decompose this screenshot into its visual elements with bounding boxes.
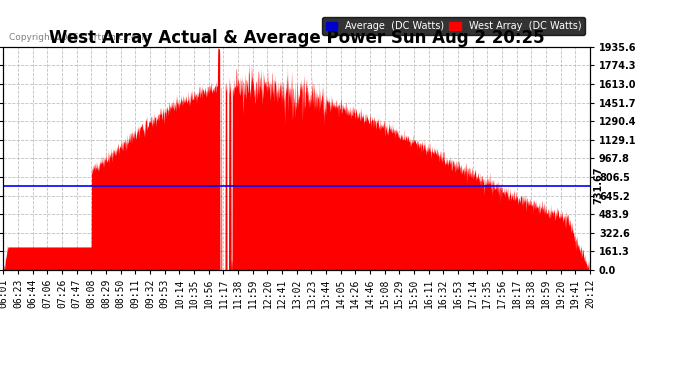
Text: 731.67: 731.67 bbox=[593, 167, 603, 204]
Title: West Array Actual & Average Power Sun Aug 2 20:25: West Array Actual & Average Power Sun Au… bbox=[49, 29, 544, 47]
Text: Copyright 2015 Cartronics.com: Copyright 2015 Cartronics.com bbox=[10, 33, 150, 42]
Legend: Average  (DC Watts), West Array  (DC Watts): Average (DC Watts), West Array (DC Watts… bbox=[322, 17, 585, 35]
